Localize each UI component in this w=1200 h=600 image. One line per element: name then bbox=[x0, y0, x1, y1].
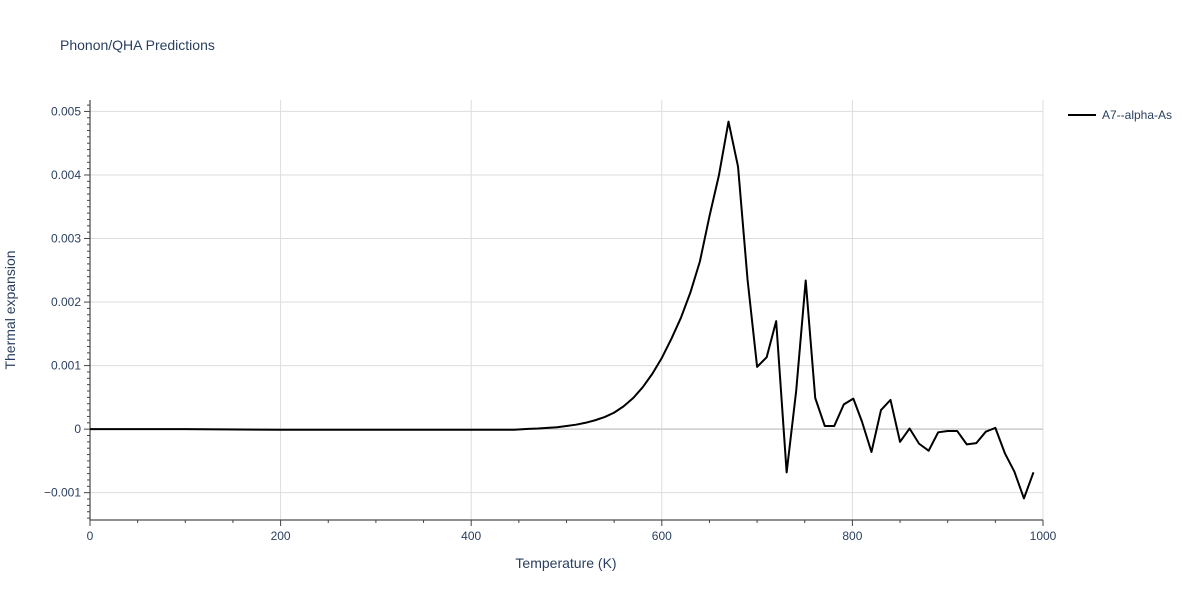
y-tick-label: 0 bbox=[74, 422, 81, 436]
y-tick-label: −0.001 bbox=[44, 486, 81, 500]
y-axis-ticks: −0.001 0 0.001 0.002 0.003 0.004 0.005 bbox=[44, 104, 90, 519]
y-tick-label: 0.002 bbox=[51, 295, 81, 309]
series-line[interactable] bbox=[90, 120, 1035, 500]
grid bbox=[90, 100, 1044, 520]
y-tick-label: 0.005 bbox=[51, 104, 81, 118]
x-tick-label: 600 bbox=[652, 529, 672, 543]
chart-title: Phonon/QHA Predictions bbox=[60, 37, 215, 53]
legend-label[interactable]: A7--alpha-As bbox=[1102, 108, 1172, 122]
x-tick-label: 400 bbox=[461, 529, 481, 543]
x-axis-ticks: 0 200 400 600 800 1000 bbox=[87, 520, 1057, 543]
y-tick-label: 0.001 bbox=[51, 359, 81, 373]
x-tick-label: 800 bbox=[842, 529, 862, 543]
y-axis-label: Thermal expansion bbox=[2, 250, 18, 369]
series-group bbox=[90, 120, 1035, 500]
x-tick-label: 200 bbox=[271, 529, 291, 543]
legend[interactable]: A7--alpha-As bbox=[1068, 108, 1172, 122]
y-tick-label: 0.004 bbox=[51, 168, 81, 182]
y-tick-label: 0.003 bbox=[51, 232, 81, 246]
x-tick-label: 1000 bbox=[1030, 529, 1057, 543]
x-tick-label: 0 bbox=[87, 529, 94, 543]
axes bbox=[89, 100, 1043, 521]
x-axis-label: Temperature (K) bbox=[515, 555, 616, 571]
